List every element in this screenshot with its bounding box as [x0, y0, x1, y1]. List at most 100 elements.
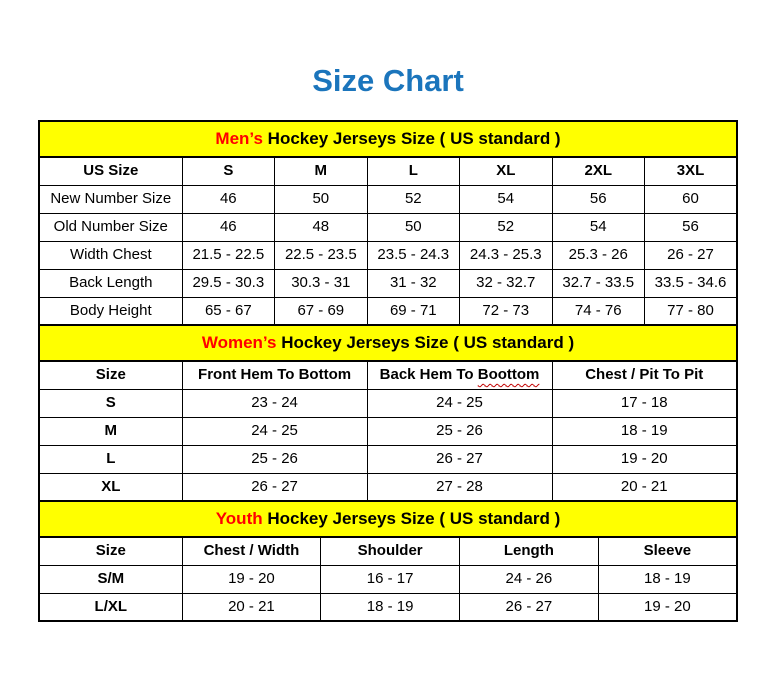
- womens-banner-cell: Women’s Hockey Jerseys Size ( US standar…: [38, 324, 738, 363]
- mens-row-label: Width Chest: [38, 240, 183, 270]
- youth-column-header-2: Shoulder: [320, 536, 461, 566]
- mens-size-cell: 56: [644, 212, 738, 242]
- womens-table-row: S 23 - 24 24 - 25 17 - 18: [38, 388, 738, 418]
- mens-size-cell: 25.3 - 26: [551, 240, 646, 270]
- mens-size-cell: 50: [274, 184, 368, 214]
- mens-size-cell: 22.5 - 23.5: [274, 240, 368, 270]
- youth-size-cell: 19 - 20: [181, 564, 322, 594]
- womens-column-header-3: Chest / Pit To Pit: [551, 360, 738, 390]
- youth-size-cell: 26 - 27: [459, 592, 599, 622]
- womens-table-row: L 25 - 26 26 - 27 19 - 20: [38, 444, 738, 474]
- womens-size-section: Women’s Hockey Jerseys Size ( US standar…: [38, 324, 738, 503]
- mens-column-header-5: 2XL: [551, 156, 646, 186]
- mens-size-cell: 72 - 73: [459, 296, 553, 326]
- mens-row-label: New Number Size: [38, 184, 183, 214]
- mens-column-header-1: S: [181, 156, 276, 186]
- womens-header-row: Size Front Hem To Bottom Back Hem To Boott…: [38, 360, 738, 390]
- youth-row-label: S/M: [38, 564, 183, 594]
- mens-header-row: US Size S M L XL 2XL 3XL: [38, 156, 738, 186]
- womens-size-cell: 17 - 18: [551, 388, 738, 418]
- mens-table-row: Width Chest 21.5 - 22.5 22.5 - 23.5 23.5 - …: [38, 240, 738, 270]
- mens-banner-cell: Men’s Hockey Jerseys Size ( US standard …: [38, 120, 738, 159]
- mens-size-cell: 24.3 - 25.3: [459, 240, 553, 270]
- mens-table-row: Body Height 65 - 67 67 - 69 69 - 71 72 - 73 7…: [38, 296, 738, 326]
- womens-table-body: S 23 - 24 24 - 25 17 - 18 M 24 - 25 25 - 26 18 …: [38, 388, 738, 502]
- mens-size-cell: 23.5 - 24.3: [366, 240, 461, 270]
- youth-size-table: Youth Hockey Jerseys Size ( US standard …: [38, 500, 738, 623]
- youth-size-cell: 18 - 19: [597, 564, 738, 594]
- womens-banner-highlight: Women’s: [201, 332, 277, 352]
- womens-size-cell: 26 - 27: [181, 472, 368, 502]
- womens-size-cell: 26 - 27: [366, 444, 553, 474]
- womens-size-cell: 27 - 28: [366, 472, 553, 502]
- mens-column-header-0: US Size: [38, 156, 183, 186]
- womens-row-label: S: [38, 388, 183, 418]
- mens-size-cell: 30.3 - 31: [274, 268, 368, 298]
- youth-size-cell: 20 - 21: [181, 592, 322, 622]
- mens-table-row: New Number Size 46 50 52 54 56 60: [38, 184, 738, 214]
- mens-table-row: Back Length 29.5 - 30.3 30.3 - 31 31 - 32 32…: [38, 268, 738, 298]
- youth-banner-text: Hockey Jerseys Size ( US standard ): [262, 508, 561, 528]
- mens-size-cell: 52: [366, 184, 461, 214]
- womens-size-cell: 25 - 26: [181, 444, 368, 474]
- youth-header-row: Size Chest / Width Shoulder Length Sleeve: [38, 536, 738, 566]
- womens-column-header-0: Size: [38, 360, 183, 390]
- mens-size-cell: 54: [551, 212, 646, 242]
- youth-size-section: Youth Hockey Jerseys Size ( US standard …: [38, 500, 738, 623]
- womens-size-cell: 24 - 25: [366, 388, 553, 418]
- womens-column-header-2: Back Hem To Boottom: [366, 360, 553, 390]
- womens-table-row: M 24 - 25 25 - 26 18 - 19: [38, 416, 738, 446]
- youth-size-cell: 19 - 20: [597, 592, 738, 622]
- mens-size-cell: 74 - 76: [551, 296, 646, 326]
- mens-size-cell: 50: [366, 212, 461, 242]
- mens-banner: Men’s Hockey Jerseys Size ( US standard …: [38, 120, 738, 159]
- youth-banner-highlight: Youth: [215, 508, 263, 528]
- youth-size-cell: 24 - 26: [459, 564, 599, 594]
- womens-size-cell: 23 - 24: [181, 388, 368, 418]
- mens-row-label: Back Length: [38, 268, 183, 298]
- mens-size-cell: 26 - 27: [644, 240, 738, 270]
- mens-size-cell: 32.7 - 33.5: [551, 268, 646, 298]
- youth-size-cell: 16 - 17: [320, 564, 461, 594]
- womens-size-cell: 19 - 20: [551, 444, 738, 474]
- mens-row-label: Body Height: [38, 296, 183, 326]
- youth-column-header-0: Size: [38, 536, 183, 566]
- youth-banner: Youth Hockey Jerseys Size ( US standard …: [38, 500, 738, 539]
- youth-table-row: L/XL 20 - 21 18 - 19 26 - 27 19 - 20: [38, 592, 738, 622]
- womens-banner-text: Hockey Jerseys Size ( US standard ): [276, 332, 575, 352]
- mens-size-cell: 46: [181, 184, 276, 214]
- mens-size-cell: 77 - 80: [644, 296, 738, 326]
- mens-size-cell: 48: [274, 212, 368, 242]
- mens-size-table: Men’s Hockey Jerseys Size ( US standard …: [38, 120, 738, 327]
- youth-row-label: L/XL: [38, 592, 183, 622]
- mens-size-cell: 54: [459, 184, 553, 214]
- womens-size-cell: 18 - 19: [551, 416, 738, 446]
- mens-size-cell: 67 - 69: [274, 296, 368, 326]
- mens-column-header-2: M: [274, 156, 368, 186]
- youth-column-header-4: Sleeve: [597, 536, 738, 566]
- womens-column-header-1: Front Hem To Bottom: [181, 360, 368, 390]
- youth-table-body: S/M 19 - 20 16 - 17 24 - 26 18 - 19 L/XL 20 - …: [38, 564, 738, 622]
- mens-row-label: Old Number Size: [38, 212, 183, 242]
- womens-size-cell: 24 - 25: [181, 416, 368, 446]
- mens-column-header-3: L: [366, 156, 461, 186]
- mens-banner-highlight: Men’s: [215, 128, 263, 148]
- mens-size-cell: 32 - 32.7: [459, 268, 553, 298]
- mens-size-cell: 69 - 71: [366, 296, 461, 326]
- mens-size-cell: 29.5 - 30.3: [181, 268, 276, 298]
- mens-size-cell: 31 - 32: [366, 268, 461, 298]
- page-title: Size Chart: [312, 63, 464, 98]
- youth-size-cell: 18 - 19: [320, 592, 461, 622]
- mens-size-cell: 52: [459, 212, 553, 242]
- mens-size-cell: 56: [551, 184, 646, 214]
- womens-size-table: Women’s Hockey Jerseys Size ( US standar…: [38, 324, 738, 503]
- womens-row-label: M: [38, 416, 183, 446]
- mens-size-cell: 60: [644, 184, 738, 214]
- youth-column-header-1: Chest / Width: [181, 536, 322, 566]
- womens-size-cell: 25 - 26: [366, 416, 553, 446]
- youth-table-row: S/M 19 - 20 16 - 17 24 - 26 18 - 19: [38, 564, 738, 594]
- mens-size-cell: 46: [181, 212, 276, 242]
- mens-banner-text: Hockey Jerseys Size ( US standard ): [262, 128, 561, 148]
- mens-size-cell: 65 - 67: [181, 296, 276, 326]
